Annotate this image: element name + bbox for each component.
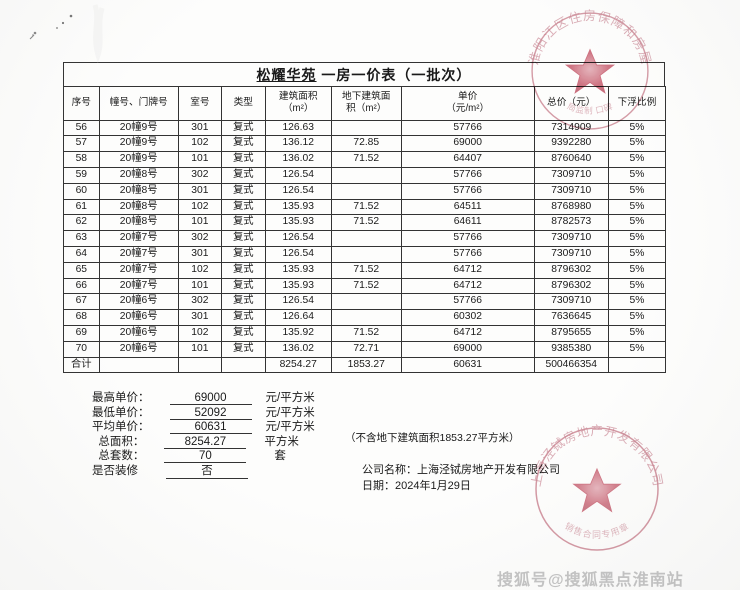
svg-text:局监制 口碑: 局监制 口碑 (566, 100, 615, 116)
svg-text:销售合同专用章: 销售合同专用章 (563, 520, 631, 540)
